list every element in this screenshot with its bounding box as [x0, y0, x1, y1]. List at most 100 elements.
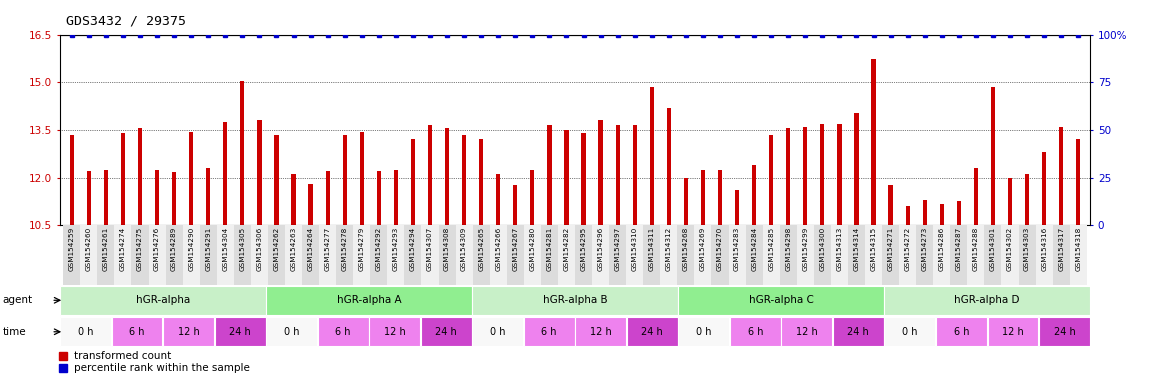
Text: GSM154301: GSM154301	[990, 227, 996, 271]
Bar	[285, 225, 302, 285]
Text: GSM154286: GSM154286	[938, 227, 945, 271]
Bar	[854, 113, 859, 225]
Bar	[558, 225, 575, 285]
Bar	[769, 135, 773, 225]
Bar	[473, 317, 523, 346]
Bar	[523, 317, 575, 346]
Bar	[473, 286, 677, 315]
Text: 6 h: 6 h	[748, 327, 764, 337]
Text: GSM154288: GSM154288	[973, 227, 979, 271]
Bar	[787, 128, 790, 225]
Text: time: time	[2, 327, 26, 337]
Bar	[950, 225, 967, 285]
Bar	[291, 174, 296, 225]
Text: GSM154300: GSM154300	[819, 227, 826, 271]
Bar	[837, 124, 842, 225]
Bar	[967, 225, 984, 285]
Bar	[781, 317, 833, 346]
Bar	[677, 225, 695, 285]
Bar	[797, 225, 814, 285]
Bar	[936, 317, 987, 346]
Bar	[1070, 225, 1087, 285]
Bar	[814, 225, 831, 285]
Text: GSM154289: GSM154289	[171, 227, 177, 271]
Bar	[343, 135, 347, 225]
Bar	[60, 317, 112, 346]
Bar	[112, 317, 162, 346]
Bar	[268, 225, 285, 285]
Bar	[233, 225, 251, 285]
Bar	[411, 139, 415, 225]
Text: GSM154264: GSM154264	[307, 227, 314, 271]
Text: GSM154310: GSM154310	[631, 227, 638, 271]
Bar	[1007, 177, 1012, 225]
Text: GSM154305: GSM154305	[239, 227, 245, 271]
Text: GSM154287: GSM154287	[956, 227, 961, 271]
Bar	[1059, 127, 1064, 225]
Bar	[70, 135, 74, 225]
Bar	[240, 81, 245, 225]
Bar	[353, 225, 370, 285]
Bar	[540, 225, 558, 285]
Text: 0 h: 0 h	[902, 327, 918, 337]
Bar	[81, 225, 98, 285]
Bar	[166, 225, 183, 285]
Text: percentile rank within the sample: percentile rank within the sample	[75, 363, 250, 373]
Text: GSM154260: GSM154260	[86, 227, 92, 271]
Bar	[275, 135, 278, 225]
Bar	[729, 225, 745, 285]
Bar	[308, 184, 313, 225]
Text: GSM154285: GSM154285	[768, 227, 774, 271]
Text: GSM154280: GSM154280	[529, 227, 536, 271]
Text: hGR-alpha: hGR-alpha	[136, 295, 190, 305]
Bar	[745, 225, 762, 285]
Text: GSM154308: GSM154308	[444, 227, 450, 271]
Bar	[63, 225, 80, 285]
Bar	[547, 125, 552, 225]
Bar	[266, 317, 317, 346]
Text: hGR-alpha D: hGR-alpha D	[954, 295, 1020, 305]
Text: GSM154277: GSM154277	[324, 227, 331, 271]
Text: 6 h: 6 h	[336, 327, 351, 337]
Bar	[991, 87, 995, 225]
Bar	[336, 225, 353, 285]
Text: GSM154275: GSM154275	[137, 227, 143, 271]
Text: 0 h: 0 h	[696, 327, 712, 337]
Bar	[155, 170, 159, 225]
Bar	[1052, 225, 1070, 285]
Bar	[831, 225, 848, 285]
Bar	[610, 225, 627, 285]
Bar	[206, 168, 210, 225]
Bar	[445, 128, 450, 225]
Bar	[582, 133, 585, 225]
Bar	[643, 225, 660, 285]
Bar	[131, 225, 148, 285]
Bar	[615, 125, 620, 225]
Bar	[317, 317, 369, 346]
Bar	[86, 171, 91, 225]
Text: GSM154291: GSM154291	[205, 227, 212, 271]
Text: 12 h: 12 h	[178, 327, 199, 337]
Bar	[163, 317, 214, 346]
Bar	[360, 132, 363, 225]
Bar	[98, 225, 114, 285]
Text: GSM154262: GSM154262	[274, 227, 279, 271]
Bar	[1036, 225, 1052, 285]
Bar	[700, 170, 705, 225]
Bar	[820, 124, 825, 225]
Bar	[872, 59, 875, 225]
Bar	[780, 225, 797, 285]
Bar	[428, 125, 432, 225]
Bar	[917, 225, 934, 285]
Bar	[369, 317, 420, 346]
Text: GSM154314: GSM154314	[853, 227, 859, 271]
Bar	[405, 225, 421, 285]
Bar	[1019, 225, 1036, 285]
Bar	[523, 225, 540, 285]
Text: 6 h: 6 h	[129, 327, 145, 337]
Text: GSM154302: GSM154302	[1007, 227, 1013, 271]
Text: GSM154307: GSM154307	[427, 227, 434, 271]
Text: 0 h: 0 h	[490, 327, 506, 337]
Text: 12 h: 12 h	[384, 327, 406, 337]
Text: GSM154295: GSM154295	[581, 227, 586, 271]
